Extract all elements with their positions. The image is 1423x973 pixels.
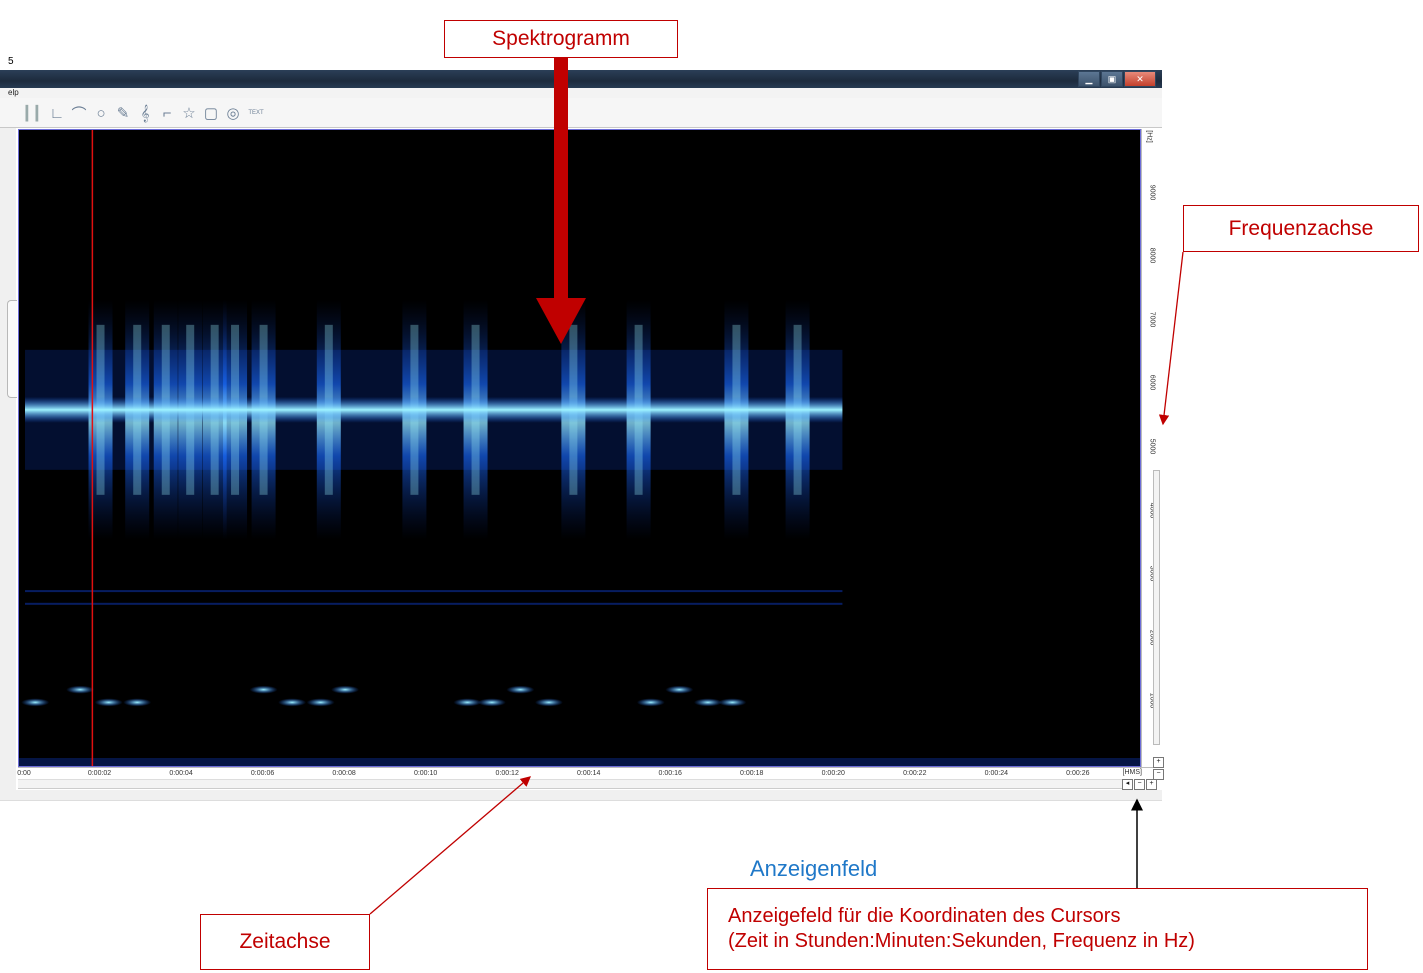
low-frequency-pulse	[21, 698, 50, 707]
time-unit-label: [HMS]	[1122, 769, 1142, 776]
curve-tool-icon[interactable]: ⌐	[162, 104, 172, 122]
rounded-rect-tool-icon[interactable]: ▢	[203, 105, 219, 122]
low-frequency-pulse	[453, 698, 482, 707]
low-frequency-pulse	[693, 698, 722, 707]
time-tick-label: 0:00:14	[577, 770, 601, 777]
zoom-in-frequency-button[interactable]: +	[1153, 757, 1164, 768]
low-frequency-pulse	[94, 698, 123, 707]
close-button[interactable]: ✕	[1124, 71, 1156, 87]
low-frequency-pulse	[534, 698, 563, 707]
time-tick-label: 0:00:24	[984, 770, 1008, 777]
star-tool-icon[interactable]: ☆	[182, 105, 196, 122]
spectrogram-canvas[interactable]	[19, 130, 1140, 766]
low-frequency-pulse	[718, 698, 747, 707]
low-frequency-pulse	[331, 685, 360, 694]
restore-button[interactable]: ▣	[1101, 71, 1123, 87]
time-axis: [HMS] 0:00 0:00:02 0:00:04 0:00:06 0:00:08 0:…	[17, 767, 1154, 779]
grip-handle-icon: ▎	[35, 104, 47, 121]
low-frequency-pulse	[665, 685, 694, 694]
frequency-tick-label: 5000	[1148, 438, 1156, 455]
time-tick-label: 0:00:04	[169, 770, 193, 777]
grip-handle-icon: ▎	[25, 104, 37, 121]
window-bottom-edge	[0, 790, 1162, 801]
zoom-out-frequency-button[interactable]: −	[1153, 769, 1164, 780]
low-frequency-pulse	[249, 685, 278, 694]
time-tick-label: 0:00:16	[658, 770, 682, 777]
zoom-out-time-button[interactable]: −	[1134, 779, 1145, 790]
annotation-spektrogramm: Spektrogramm	[444, 20, 678, 58]
arc-tool-icon[interactable]: ⌒	[71, 105, 87, 123]
time-tick-label: 0:00	[17, 770, 31, 777]
noise-floor	[19, 758, 1140, 766]
time-tick-label: 0:00:08	[332, 770, 356, 777]
window-titlebar: ▁ ▣ ✕	[0, 70, 1162, 88]
low-frequency-pulse	[306, 698, 335, 707]
time-tick-label: 0:00:10	[413, 770, 438, 777]
zoom-in-time-button[interactable]: +	[1146, 779, 1157, 790]
frequency-unit-label: [Hz]	[1145, 130, 1153, 143]
menu-bar: elp	[0, 88, 1162, 98]
frequency-tick-label: 8000	[1148, 247, 1156, 264]
spectrogram-view[interactable]	[18, 129, 1141, 767]
time-scrollbar[interactable]	[18, 779, 1123, 789]
low-frequency-pulse	[123, 698, 152, 707]
treble-clef-tool-icon[interactable]: 𝄞	[140, 104, 150, 122]
frequency-scrollbar[interactable]	[1153, 470, 1160, 745]
low-frequency-pulse	[636, 698, 665, 707]
frequency-tick-label: 6000	[1148, 375, 1156, 391]
frequency-arrow-icon	[1158, 251, 1184, 426]
annotation-frequenzachse: Frequenzachse	[1183, 205, 1419, 252]
text-tool-icon[interactable]: TEXT	[248, 110, 264, 116]
time-tick-label: 0:00:18	[740, 770, 764, 777]
time-tick-label: 0:00:20	[821, 770, 845, 777]
page-number: 5	[8, 56, 14, 67]
scroll-nav-buttons: ◂ − +	[1122, 779, 1158, 790]
annotation-anzeigefeld: Anzeigefeld für die Koordinaten des Curs…	[707, 888, 1368, 970]
tool-group: ▎ ▎ ∟ ⌒ ○ ✎ 𝄞 ⌐ ☆ ▢ ◎ TEXT	[26, 102, 268, 124]
low-frequency-pulse	[506, 685, 535, 694]
window-controls: ▁ ▣ ✕	[1077, 71, 1156, 87]
time-tick-label: 0:00:26	[1066, 770, 1090, 777]
frequency-tick-label: 9000	[1148, 184, 1156, 200]
low-frequency-pulse	[66, 685, 95, 694]
low-frequency-pulse	[477, 698, 506, 707]
tone-line	[25, 396, 843, 423]
drawing-toolbar: ▎ ▎ ∟ ⌒ ○ ✎ 𝄞 ⌐ ☆ ▢ ◎ TEXT	[0, 98, 1162, 128]
low-frequency-pulse	[278, 698, 307, 707]
pen-tool-icon[interactable]: ✎	[116, 105, 130, 122]
time-tick-label: 0:00:12	[495, 770, 519, 777]
time-tick-label: 0:00:22	[903, 770, 927, 777]
minimize-button[interactable]: ▁	[1078, 71, 1100, 87]
frequency-zoom-buttons: + −	[1153, 757, 1164, 781]
annotation-anzeigenfeld-heading: Anzeigenfeld	[750, 856, 878, 881]
frequency-tick-label: 7000	[1148, 311, 1156, 328]
spiral-tool-icon[interactable]: ◎	[226, 105, 240, 122]
left-panel-strip	[0, 128, 17, 800]
noise-band	[25, 602, 843, 605]
circle-tool-icon[interactable]: ○	[96, 104, 106, 122]
scroll-left-button[interactable]: ◂	[1122, 779, 1133, 790]
noise-band	[25, 590, 843, 593]
axis-angle-tool-icon[interactable]: ∟	[49, 104, 65, 122]
side-panel-tab[interactable]	[7, 300, 17, 398]
menu-item-help[interactable]: elp	[8, 88, 19, 97]
annotation-zeitachse: Zeitachse	[200, 914, 370, 970]
time-tick-label: 0:00:06	[250, 770, 275, 777]
time-tick-label: 0:00:02	[87, 770, 112, 777]
annotation-anzeigefeld-line1: Anzeigefeld für die Koordinaten des Curs…	[728, 905, 1121, 927]
annotation-anzeigefeld-line2: (Zeit in Stunden:Minuten:Sekunden, Frequ…	[728, 930, 1195, 952]
